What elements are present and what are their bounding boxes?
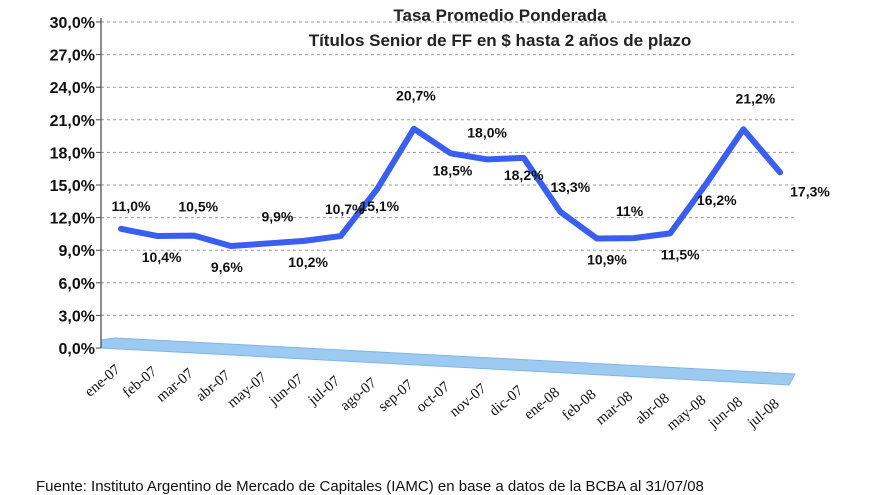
data-point <box>340 235 342 237</box>
data-label: 18,0% <box>467 124 507 140</box>
data-point <box>706 182 708 184</box>
x-tick-label: jun-08 <box>705 394 746 432</box>
x-tick-label: ene-08 <box>521 385 563 423</box>
series-layer <box>118 125 783 250</box>
data-label: 21,2% <box>736 90 776 106</box>
data-label: 10,2% <box>288 254 328 270</box>
data-label: 11,5% <box>661 246 700 262</box>
data-label: 9,9% <box>261 208 293 224</box>
x-tick-label: jul-08 <box>744 396 783 432</box>
y-tick-label: 30,0% <box>50 15 95 32</box>
x-tick-label: jul-07 <box>305 373 344 409</box>
data-label: 13,3% <box>550 179 590 195</box>
x-tick-label: mar-08 <box>593 388 636 428</box>
y-tick-label: 15,0% <box>50 178 95 195</box>
data-point <box>413 128 415 130</box>
data-label: 10,7% <box>325 201 365 217</box>
data-label: 18,5% <box>433 162 473 178</box>
data-point <box>266 242 268 244</box>
data-point <box>779 171 781 173</box>
data-point <box>120 228 122 230</box>
data-point <box>486 158 488 160</box>
data-point <box>633 237 635 239</box>
data-label: 10,9% <box>587 252 627 268</box>
y-tick-label: 0,0% <box>59 341 95 358</box>
data-point <box>230 245 232 247</box>
data-label: 10,5% <box>178 199 218 215</box>
data-label: 10,4% <box>142 249 182 265</box>
x-tick-label: sep-07 <box>376 377 417 415</box>
data-point <box>376 188 378 190</box>
data-label: 11% <box>616 203 644 219</box>
data-labels: 11,0% 10,4% 10,5% 9,6% 9,9% 10,2% 10,7%15,1% 20… <box>112 88 831 275</box>
y-tick-label: 12,0% <box>50 211 95 228</box>
data-label: 15,1% <box>359 198 399 214</box>
x-tick-label: ago-07 <box>338 375 381 414</box>
floor-band <box>100 337 796 386</box>
data-point <box>303 240 305 242</box>
data-point <box>742 128 744 130</box>
data-point <box>523 157 525 159</box>
y-tick-label: 27,0% <box>50 48 95 65</box>
y-tick-label: 18,0% <box>50 145 95 162</box>
data-label: 17,3% <box>790 183 830 199</box>
x-tick-label: feb-08 <box>559 387 599 424</box>
data-label: 20,7% <box>396 88 436 104</box>
data-label: 16,2% <box>697 192 737 208</box>
chart-floor <box>100 337 796 386</box>
y-tick-label: 24,0% <box>50 80 95 97</box>
data-label: 9,6% <box>211 259 243 275</box>
x-tick-label: may-08 <box>664 392 709 434</box>
data-label: 18,2% <box>504 167 544 183</box>
data-point <box>193 235 195 237</box>
x-tick-label: nov-07 <box>447 381 490 421</box>
y-tick-label: 21,0% <box>50 113 95 130</box>
y-tick-label: 3,0% <box>59 308 95 325</box>
chart-title: Tasa Promedio Ponderada <box>393 6 607 25</box>
y-tick-label: 6,0% <box>59 276 95 293</box>
x-tick-label: mar-07 <box>154 365 198 405</box>
x-tick-label: may-07 <box>225 369 271 411</box>
source-note: Fuente: Instituto Argentino de Mercado d… <box>36 478 704 495</box>
data-point <box>559 211 561 213</box>
data-point <box>450 152 451 154</box>
x-tick-label: jun-07 <box>266 371 307 409</box>
data-point <box>596 238 598 240</box>
x-tick-label: dic-07 <box>487 382 527 419</box>
y-axis: 0,0% 3,0% 6,0% 9,0% 12,0% 15,0% 18,0% 21,0% 24,0… <box>50 15 102 358</box>
y-tick-label: 9,0% <box>59 243 95 260</box>
data-point <box>669 232 671 234</box>
x-tick-label: ene-07 <box>82 362 124 401</box>
data-point <box>157 235 159 237</box>
series-line <box>118 125 783 250</box>
chart-subtitle: Títulos Senior de FF en $ hasta 2 años d… <box>309 31 692 50</box>
data-label: 11,0% <box>112 198 151 214</box>
